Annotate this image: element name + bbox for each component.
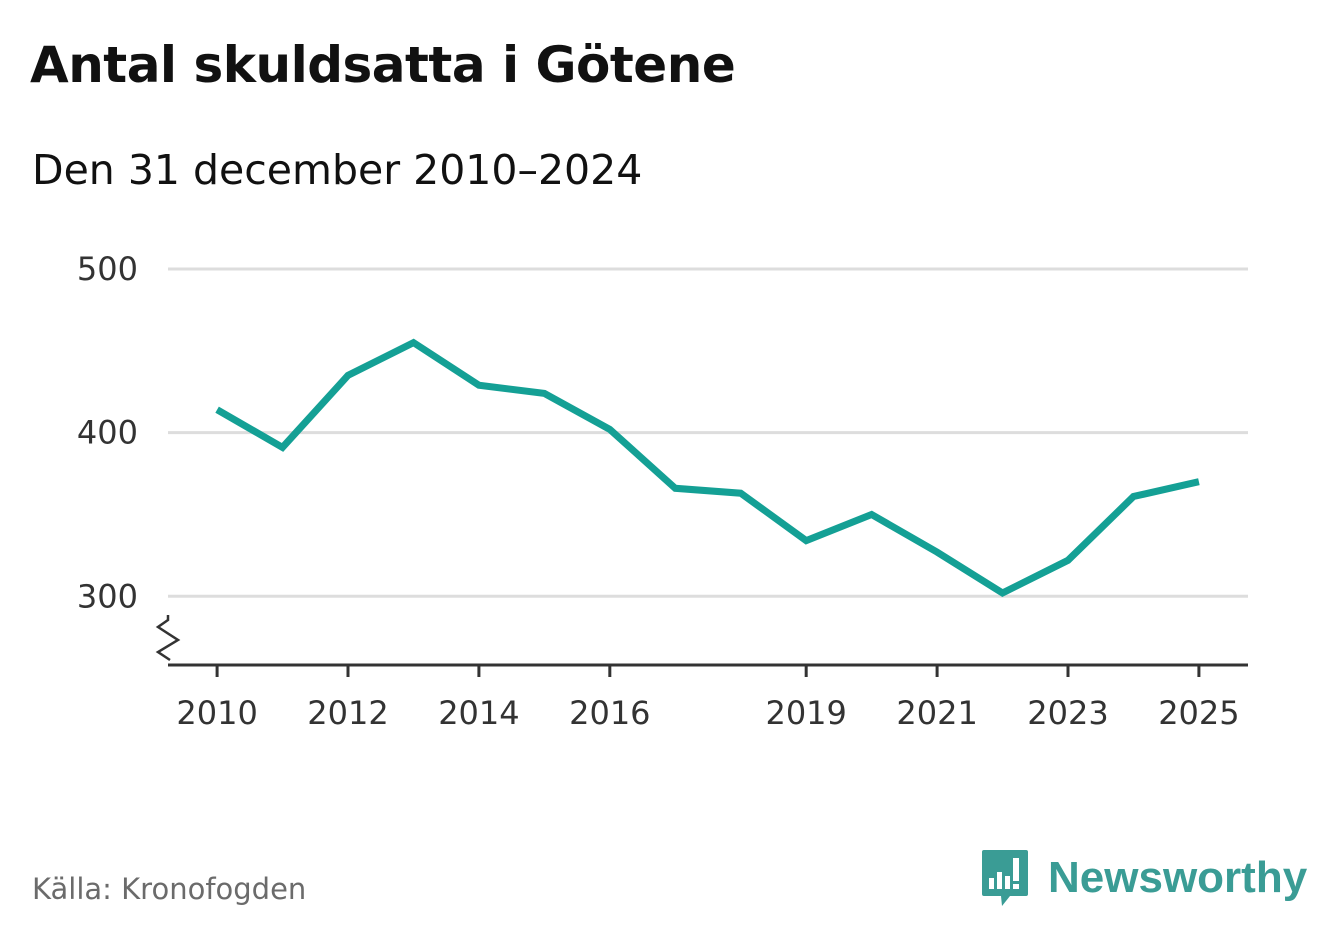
chart-subtitle: Den 31 december 2010–2024: [32, 146, 643, 194]
axis-break-icon: [155, 615, 181, 662]
chart-title: Antal skuldsatta i Götene: [30, 36, 736, 94]
brand-logo: Newsworthy: [980, 848, 1307, 908]
y-tick-labels: 300 400 500: [77, 250, 138, 615]
x-tick-label: 2021: [896, 694, 977, 732]
x-tick-label: 2025: [1158, 694, 1239, 732]
y-tick-label: 400: [77, 414, 138, 452]
x-tick-label: 2014: [438, 694, 519, 732]
x-tick-label: 2016: [569, 694, 650, 732]
x-axis: [155, 615, 1248, 677]
source-note: Källa: Kronofogden: [32, 872, 307, 906]
series-line: [215, 338, 1200, 598]
bar-chart-icon: [982, 850, 1028, 906]
series-lines: [215, 338, 1200, 598]
gridlines: [168, 267, 1248, 598]
x-tick-label: 2010: [176, 694, 257, 732]
brand-name: Newsworthy: [1048, 853, 1308, 902]
x-tick-label: 2019: [765, 694, 846, 732]
x-tick-label: 2023: [1027, 694, 1108, 732]
y-tick-label: 300: [77, 577, 138, 615]
x-tick-labels: 2010 2012 2014 2016 2019 2021 2023 2025: [176, 694, 1239, 732]
x-tick-label: 2012: [307, 694, 388, 732]
y-tick-label: 500: [77, 250, 138, 288]
